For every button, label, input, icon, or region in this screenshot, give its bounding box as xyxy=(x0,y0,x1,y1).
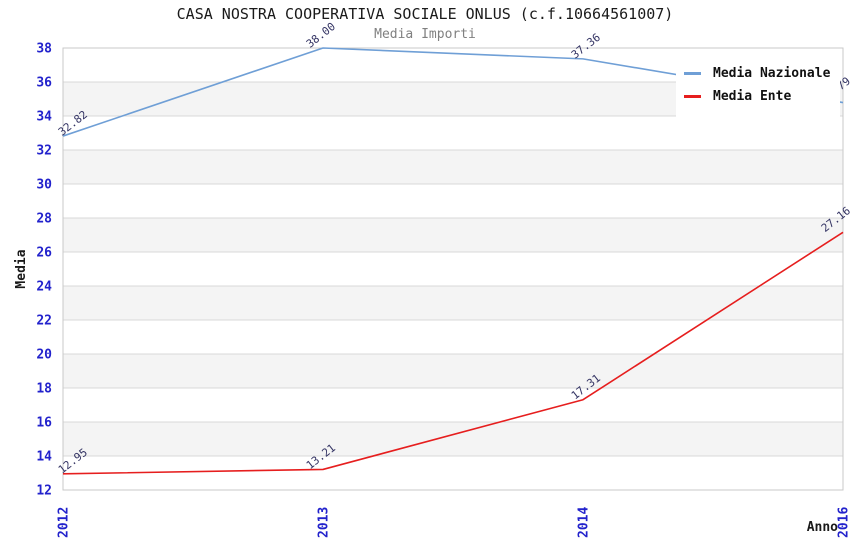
svg-text:Anno: Anno xyxy=(807,520,838,535)
svg-text:2014: 2014 xyxy=(577,507,592,538)
svg-text:2013: 2013 xyxy=(317,507,332,538)
legend-label: Media Ente xyxy=(713,88,792,104)
svg-text:36: 36 xyxy=(36,76,52,91)
legend-item-media-nazionale: Media Nazionale xyxy=(684,65,830,81)
page-title: CASA NOSTRA COOPERATIVA SOCIALE ONLUS (c… xyxy=(176,5,674,23)
svg-text:16: 16 xyxy=(36,416,52,431)
svg-text:22: 22 xyxy=(36,314,52,329)
svg-text:2012: 2012 xyxy=(57,507,72,538)
svg-text:26: 26 xyxy=(36,246,52,261)
svg-text:20: 20 xyxy=(36,348,52,363)
svg-text:37.36: 37.36 xyxy=(569,31,603,62)
chart-legend: Media Nazionale Media Ente xyxy=(676,56,841,117)
svg-text:34: 34 xyxy=(36,110,52,125)
svg-text:38: 38 xyxy=(36,42,52,57)
svg-text:30: 30 xyxy=(36,178,52,193)
svg-text:24: 24 xyxy=(36,280,52,295)
legend-item-media-ente: Media Ente xyxy=(684,88,830,104)
svg-text:18: 18 xyxy=(36,382,52,397)
svg-text:14: 14 xyxy=(36,450,52,465)
svg-text:38.00: 38.00 xyxy=(304,20,338,51)
blue-line-swatch-icon xyxy=(684,71,701,75)
svg-text:28: 28 xyxy=(36,212,52,227)
svg-text:32: 32 xyxy=(36,144,52,159)
svg-text:Media: Media xyxy=(14,249,29,288)
legend-label: Media Nazionale xyxy=(713,65,831,81)
chart-subtitle: Media Importi xyxy=(374,27,476,42)
red-line-swatch-icon xyxy=(684,94,701,98)
svg-text:2016: 2016 xyxy=(837,507,850,538)
svg-text:12: 12 xyxy=(36,484,52,499)
